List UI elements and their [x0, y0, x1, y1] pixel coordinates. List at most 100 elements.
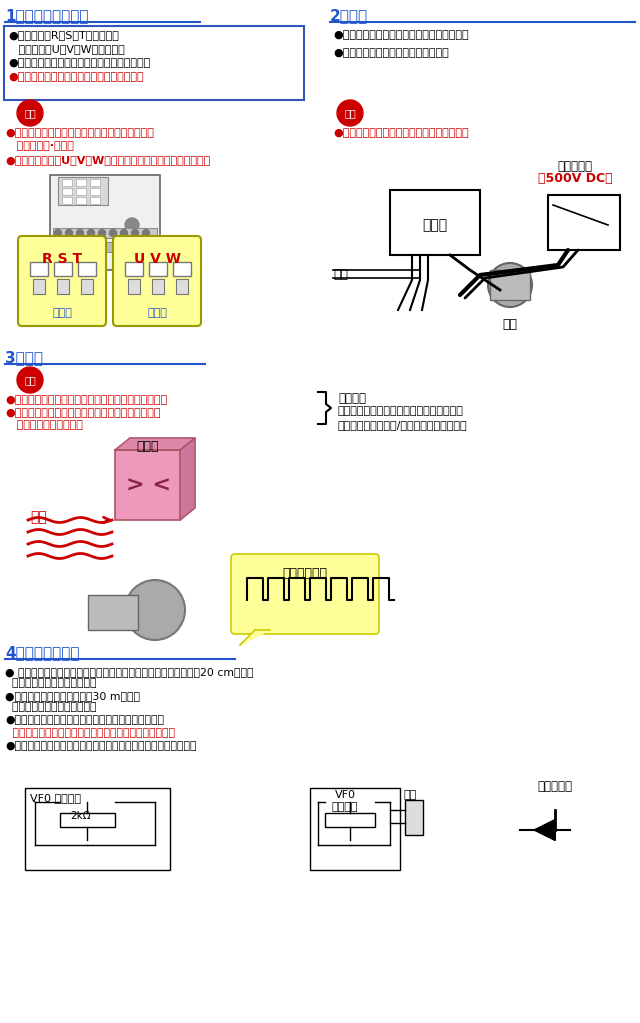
Text: 已经接上了，请拆除。: 已经接上了，请拆除。: [5, 420, 83, 430]
Text: 2kΩ: 2kΩ: [70, 811, 91, 821]
Text: VF0
内部回路: VF0 内部回路: [332, 790, 358, 811]
Text: ＊防止电气干扰造成误动作。: ＊防止电气干扰造成误动作。: [5, 702, 97, 712]
Text: ●在变频器的电线间请勿进行绝缘电阻测试。: ●在变频器的电线间请勿进行绝缘电阻测试。: [333, 128, 468, 138]
FancyBboxPatch shape: [33, 279, 45, 294]
FancyBboxPatch shape: [76, 179, 86, 186]
FancyBboxPatch shape: [90, 179, 100, 186]
Text: 马达: 马达: [502, 318, 518, 331]
Text: R S T: R S T: [42, 252, 82, 266]
FancyBboxPatch shape: [54, 262, 72, 276]
Circle shape: [77, 229, 83, 236]
Text: ●请务必接上地线，以避免发生触电及火灾。: ●请务必接上地线，以避免发生触电及火灾。: [8, 72, 143, 82]
FancyBboxPatch shape: [53, 228, 157, 238]
Text: 注意: 注意: [24, 375, 36, 385]
Text: > <: > <: [125, 475, 170, 495]
Circle shape: [88, 229, 95, 236]
Text: VF0 内部回路: VF0 内部回路: [30, 793, 81, 803]
FancyBboxPatch shape: [152, 279, 164, 294]
FancyBboxPatch shape: [76, 188, 86, 195]
FancyBboxPatch shape: [128, 279, 140, 294]
FancyBboxPatch shape: [310, 788, 400, 870]
Circle shape: [125, 580, 185, 640]
Polygon shape: [535, 820, 555, 840]
FancyBboxPatch shape: [53, 242, 157, 252]
Circle shape: [109, 229, 116, 236]
Text: ●用开路集电极输出驱动感性负载时，请一定要连接续流二极管。: ●用开路集电极输出驱动感性负载时，请一定要连接续流二极管。: [5, 741, 196, 751]
FancyBboxPatch shape: [90, 197, 100, 204]
Text: 4．控制端子接线: 4．控制端子接线: [5, 644, 79, 660]
Text: 续流二极管: 续流二极管: [538, 780, 573, 793]
FancyBboxPatch shape: [57, 279, 69, 294]
Text: 电源侧: 电源侧: [52, 308, 72, 318]
FancyBboxPatch shape: [50, 175, 160, 270]
FancyBboxPatch shape: [548, 195, 620, 250]
Polygon shape: [240, 630, 270, 644]
Circle shape: [337, 100, 363, 126]
Text: （500V DC）: （500V DC）: [538, 172, 612, 185]
Circle shape: [131, 229, 138, 236]
FancyBboxPatch shape: [113, 236, 201, 326]
Text: 兆欧表测试: 兆欧表测试: [557, 160, 593, 173]
Circle shape: [65, 229, 72, 236]
Circle shape: [54, 229, 61, 236]
FancyBboxPatch shape: [60, 813, 115, 827]
FancyBboxPatch shape: [25, 788, 170, 870]
FancyBboxPatch shape: [62, 188, 72, 195]
FancyBboxPatch shape: [62, 197, 72, 204]
Text: U V W: U V W: [134, 252, 180, 266]
Circle shape: [488, 263, 532, 307]
Text: ●不要在输出端子U、V、W上连接交流电源。以避免发生故障。: ●不要在输出端子U、V、W上连接交流电源。以避免发生故障。: [5, 155, 211, 165]
Text: ＊防止电气干扰造成误动作。: ＊防止电气干扰造成误动作。: [5, 678, 97, 688]
Polygon shape: [180, 438, 195, 520]
Circle shape: [120, 229, 127, 236]
Text: 注意: 注意: [24, 108, 36, 118]
Text: 2．注意: 2．注意: [330, 8, 368, 23]
Text: 变频器: 变频器: [137, 440, 159, 453]
FancyBboxPatch shape: [30, 262, 48, 276]
Text: ●输入端子（R，S，T）接电源、: ●输入端子（R，S，T）接电源、: [8, 30, 119, 40]
Text: 电流: 电流: [30, 510, 47, 524]
Text: ●请确认商品的额定电压与交流电源的电压一致。: ●请确认商品的额定电压与交流电源的电压一致。: [5, 128, 154, 138]
Text: 变频器: 变频器: [422, 218, 447, 232]
Text: ●变频器的输出端请勿安装进相电容器或浪涌制动器。: ●变频器的输出端请勿安装进相电容器或浪涌制动器。: [5, 395, 167, 405]
Text: 注意: 注意: [344, 108, 356, 118]
Text: 变频器的输出电压波形是高电压脉冲波形，: 变频器的输出电压波形是高电压脉冲波形，: [338, 406, 464, 416]
Text: 端子: 端子: [403, 790, 417, 800]
Circle shape: [125, 218, 139, 232]
Text: ● 控制信号线请使用屏蔽线，并与动力线或强电电路分离布线。（20 cm以上）: ● 控制信号线请使用屏蔽线，并与动力线或强电电路分离布线。（20 cm以上）: [5, 667, 253, 677]
Circle shape: [99, 229, 106, 236]
FancyBboxPatch shape: [90, 188, 100, 195]
Text: ●在变频器的电线间请勿进行绝缘电阻测试。: ●在变频器的电线间请勿进行绝缘电阻测试。: [333, 30, 468, 40]
FancyBboxPatch shape: [125, 262, 143, 276]
Text: ●控制端子请连接无电压接点信号或开路集电极信号。: ●控制端子请连接无电压接点信号或开路集电极信号。: [5, 715, 164, 725]
FancyBboxPatch shape: [81, 279, 93, 294]
Text: 输出电压波形: 输出电压波形: [282, 567, 328, 580]
FancyBboxPatch shape: [76, 197, 86, 204]
Polygon shape: [115, 438, 195, 450]
FancyBboxPatch shape: [58, 177, 108, 205]
Text: ●控制信号线的接线长度应在30 m以下。: ●控制信号线的接线长度应在30 m以下。: [5, 691, 140, 701]
Text: 输出端子（U，V，W）接马达。: 输出端子（U，V，W）接马达。: [8, 44, 125, 54]
Text: ●主电路接线完毕，一定要确认连接是否牢固。: ●主电路接线完毕，一定要确认连接是否牢固。: [8, 58, 150, 68]
Circle shape: [17, 100, 43, 126]
FancyBboxPatch shape: [231, 554, 379, 634]
Text: ●这会导致变频器发生故障或使电容器等受损，如果: ●这会导致变频器发生故障或使电容器等受损，如果: [5, 408, 161, 418]
Text: 【理由】: 【理由】: [338, 392, 366, 405]
FancyBboxPatch shape: [78, 262, 96, 276]
FancyBboxPatch shape: [4, 26, 304, 100]
FancyBboxPatch shape: [18, 236, 106, 326]
FancyBboxPatch shape: [390, 190, 480, 255]
FancyBboxPatch shape: [149, 262, 167, 276]
Circle shape: [17, 367, 43, 393]
Text: 所以在进相电容器冲/放电中会产生过电流！: 所以在进相电容器冲/放电中会产生过电流！: [338, 420, 468, 430]
FancyBboxPatch shape: [176, 279, 188, 294]
Text: 马达侧: 马达侧: [147, 308, 167, 318]
FancyBboxPatch shape: [490, 270, 530, 300]
FancyBboxPatch shape: [405, 800, 423, 835]
Text: 3．注意: 3．注意: [5, 350, 43, 365]
FancyBboxPatch shape: [62, 179, 72, 186]
FancyBboxPatch shape: [173, 262, 191, 276]
Text: ＊如果对这些端子施加电压会损坏内部电路，导致故障。: ＊如果对这些端子施加电压会损坏内部电路，导致故障。: [5, 728, 175, 738]
FancyBboxPatch shape: [325, 813, 375, 827]
Circle shape: [143, 229, 150, 236]
